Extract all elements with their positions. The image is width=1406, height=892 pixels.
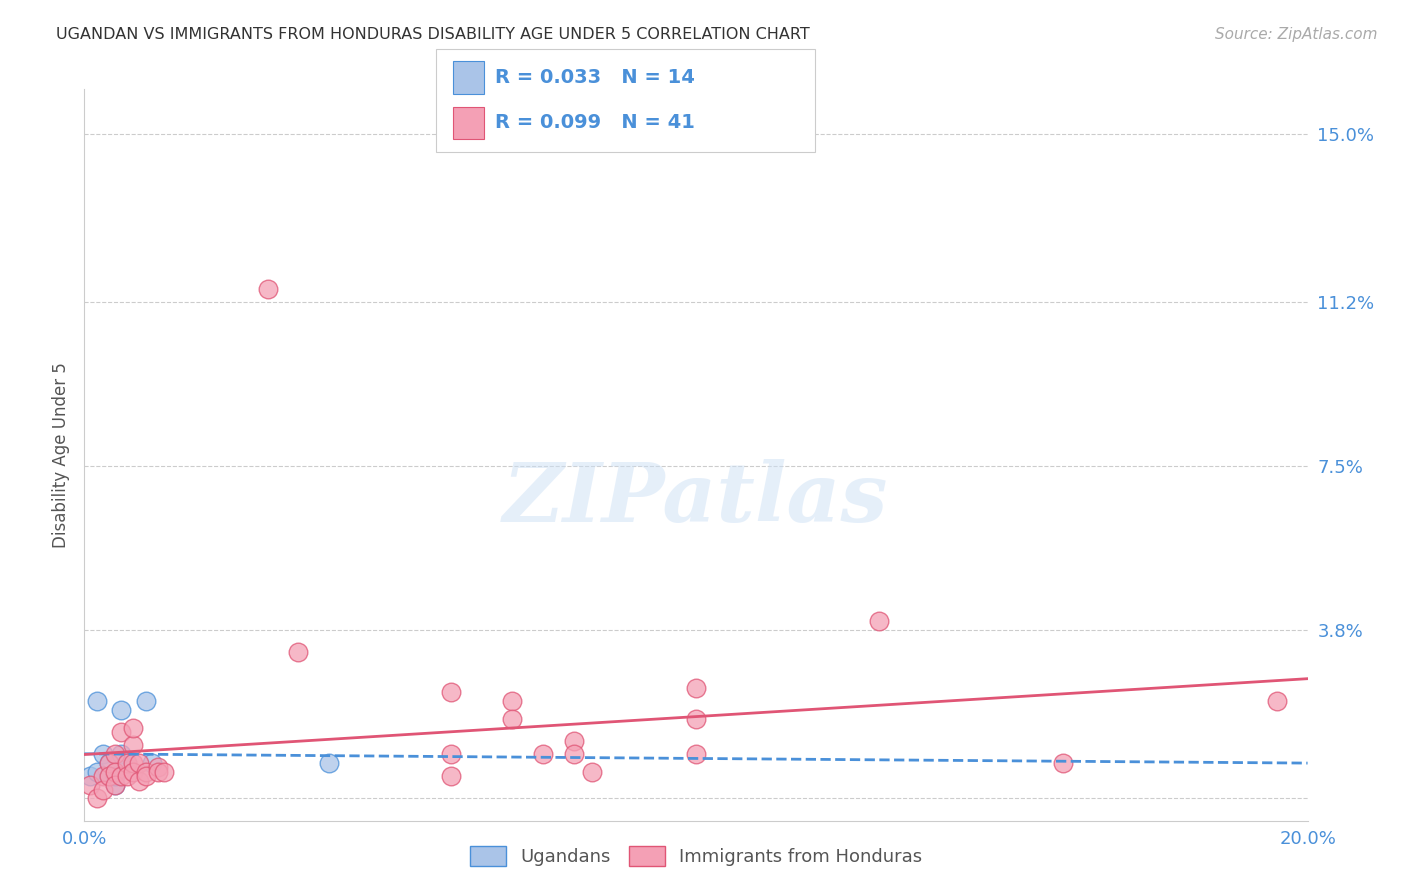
Text: R = 0.033   N = 14: R = 0.033 N = 14 <box>495 69 695 87</box>
Point <box>287 645 309 659</box>
Point <box>91 769 114 783</box>
Point <box>115 756 138 770</box>
Point <box>104 764 127 779</box>
Point <box>502 712 524 726</box>
Point <box>91 782 114 797</box>
Point <box>141 756 163 770</box>
Point <box>128 773 150 788</box>
Point <box>122 756 145 770</box>
Point <box>1265 694 1288 708</box>
Point <box>86 764 108 779</box>
Point <box>110 769 132 783</box>
Point <box>135 694 157 708</box>
Point <box>562 734 585 748</box>
Point <box>135 769 157 783</box>
Point <box>135 764 157 779</box>
Point <box>502 694 524 708</box>
Point <box>86 791 108 805</box>
Point <box>440 747 463 761</box>
Point <box>104 769 127 783</box>
Point <box>153 764 176 779</box>
Point <box>685 681 707 695</box>
Point <box>685 712 707 726</box>
Point <box>79 778 101 792</box>
Point <box>110 725 132 739</box>
Point <box>257 282 280 296</box>
Point <box>122 764 145 779</box>
Point <box>440 685 463 699</box>
Point <box>440 769 463 783</box>
Point <box>104 778 127 792</box>
Point <box>128 756 150 770</box>
Legend: Ugandans, Immigrants from Honduras: Ugandans, Immigrants from Honduras <box>470 846 922 866</box>
Point <box>146 760 169 774</box>
Text: ZIPatlas: ZIPatlas <box>503 458 889 539</box>
Point <box>97 756 120 770</box>
Point <box>115 769 138 783</box>
Point <box>869 614 891 628</box>
Point <box>91 747 114 761</box>
Point <box>110 703 132 717</box>
Point <box>685 747 707 761</box>
Point <box>104 747 127 761</box>
Point <box>110 747 132 761</box>
Text: UGANDAN VS IMMIGRANTS FROM HONDURAS DISABILITY AGE UNDER 5 CORRELATION CHART: UGANDAN VS IMMIGRANTS FROM HONDURAS DISA… <box>56 27 810 42</box>
Point <box>122 721 145 735</box>
Point <box>97 756 120 770</box>
Point <box>97 769 120 783</box>
Point <box>1052 756 1074 770</box>
Point <box>581 764 603 779</box>
Point <box>79 769 101 783</box>
Text: Source: ZipAtlas.com: Source: ZipAtlas.com <box>1215 27 1378 42</box>
Point <box>531 747 554 761</box>
Point <box>104 778 127 792</box>
Y-axis label: Disability Age Under 5: Disability Age Under 5 <box>52 362 70 548</box>
Point <box>115 756 138 770</box>
Point <box>86 694 108 708</box>
Point <box>318 756 340 770</box>
Point <box>146 764 169 779</box>
Point <box>122 739 145 753</box>
Point <box>562 747 585 761</box>
Point <box>97 769 120 783</box>
Text: R = 0.099   N = 41: R = 0.099 N = 41 <box>495 113 695 132</box>
